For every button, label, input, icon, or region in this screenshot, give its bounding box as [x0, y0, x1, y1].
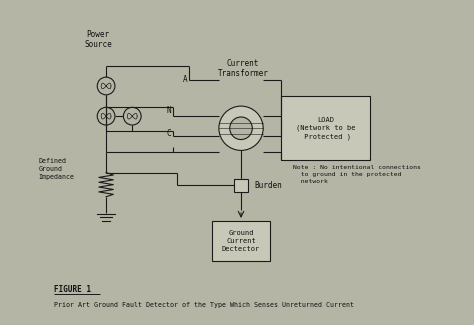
Text: Ground
Current
Dectector: Ground Current Dectector — [222, 230, 260, 252]
Text: C: C — [166, 129, 171, 138]
Text: A: A — [182, 75, 187, 84]
Bar — [234, 179, 248, 192]
Text: Burden: Burden — [254, 181, 282, 190]
Text: N: N — [166, 107, 171, 115]
Text: Power
Source: Power Source — [84, 30, 112, 49]
Text: Current
Transformer: Current Transformer — [218, 58, 268, 78]
Circle shape — [230, 117, 252, 139]
Text: LOAD
(Network to be
 Protected ): LOAD (Network to be Protected ) — [296, 117, 356, 140]
Bar — [212, 221, 270, 261]
Bar — [281, 96, 370, 161]
Text: Prior Art Ground Fault Detector of the Type Which Senses Unreturned Current: Prior Art Ground Fault Detector of the T… — [54, 303, 354, 308]
Text: Defined
Ground
Impedance: Defined Ground Impedance — [39, 158, 75, 179]
Text: FIGURE 1: FIGURE 1 — [54, 285, 91, 294]
Circle shape — [219, 106, 263, 150]
Text: Note : No intentional connections
  to ground in the protected
  network: Note : No intentional connections to gro… — [293, 165, 421, 184]
